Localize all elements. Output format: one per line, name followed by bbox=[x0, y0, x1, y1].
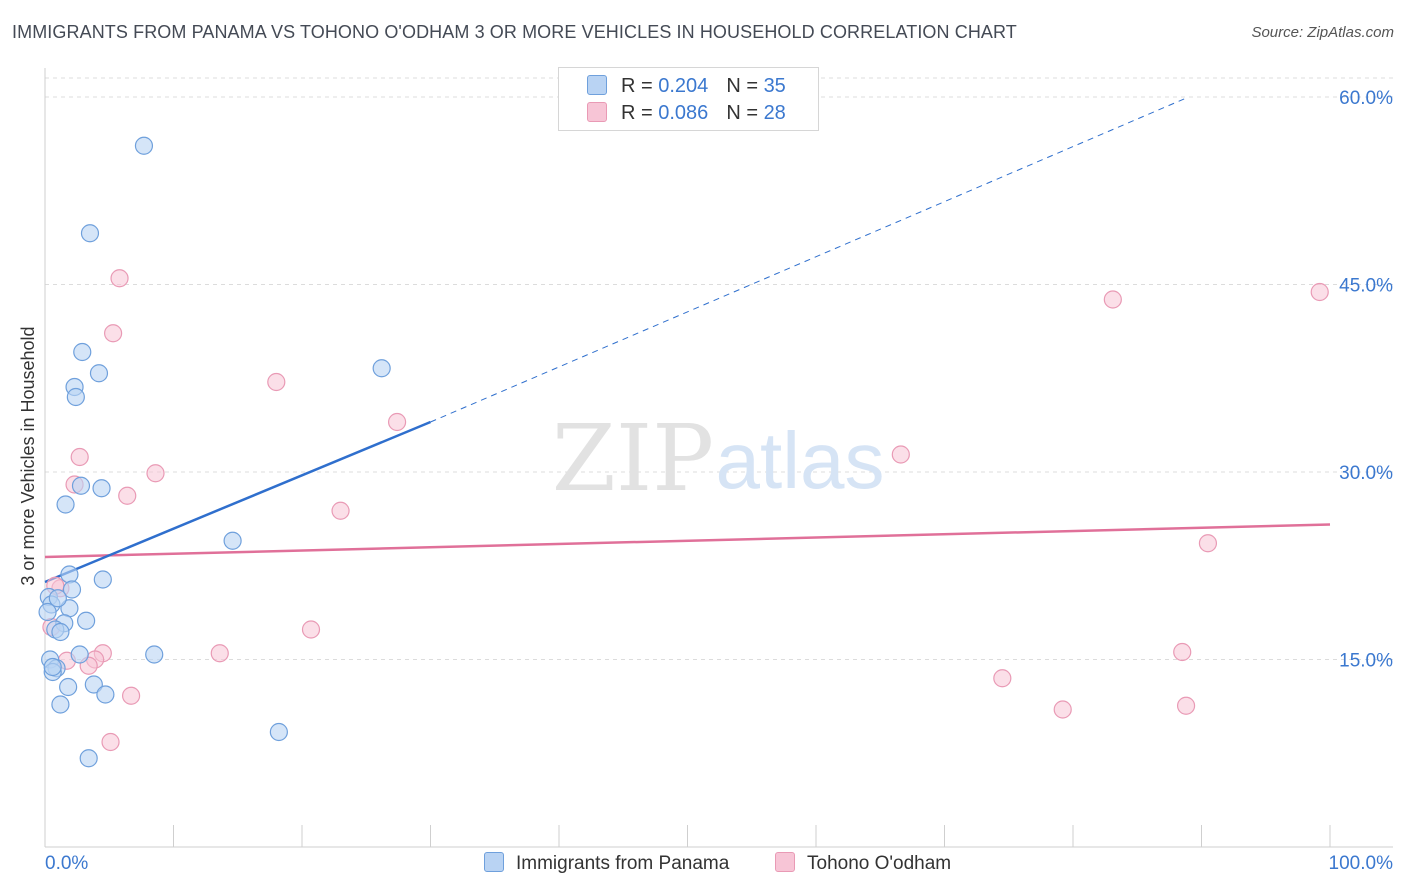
point-panama bbox=[80, 224, 100, 243]
legend-r-value: 0.086 bbox=[658, 102, 709, 124]
source-label: Source: ZipAtlas.com bbox=[1251, 24, 1394, 41]
point-tohono bbox=[146, 464, 165, 483]
legend-n-value: 35 bbox=[763, 75, 786, 97]
bottom-legend-swatch-blue bbox=[484, 852, 504, 872]
trend-lines bbox=[44, 96, 1331, 584]
point-panama bbox=[48, 589, 67, 608]
point-panama bbox=[73, 342, 92, 362]
point-tohono bbox=[891, 445, 910, 464]
point-tohono bbox=[70, 447, 89, 467]
y-tick-label: 15.0% bbox=[1339, 651, 1393, 672]
x-tick-labels: 0.0% 100.0% bbox=[45, 853, 1393, 874]
legend: R = 0.204 N = 35 R = 0.086 N = 28 bbox=[558, 67, 819, 131]
point-panama bbox=[71, 476, 91, 495]
point-panama bbox=[38, 602, 57, 622]
y-tick-labels: 15.0% 30.0% 45.0% 60.0% bbox=[1339, 88, 1393, 672]
legend-swatch-blue bbox=[587, 75, 607, 95]
point-tohono bbox=[993, 669, 1012, 688]
point-panama bbox=[43, 657, 62, 677]
gridlines bbox=[45, 77, 1393, 660]
legend-r-value: 0.204 bbox=[658, 75, 709, 97]
axes bbox=[44, 68, 1393, 848]
point-panama bbox=[134, 136, 154, 155]
legend-n-label: N = bbox=[726, 102, 764, 124]
point-tohono bbox=[1173, 642, 1192, 662]
point-tohono bbox=[210, 644, 229, 663]
bottom-legend-swatch-pink bbox=[775, 852, 795, 872]
x-tick-label-min: 0.0% bbox=[45, 853, 88, 874]
point-panama bbox=[93, 570, 112, 589]
point-panama bbox=[79, 749, 98, 768]
point-panama bbox=[56, 495, 75, 514]
y-tick-label: 45.0% bbox=[1339, 276, 1393, 297]
trend-line-tohono bbox=[44, 523, 1331, 559]
legend-row-panama: R = 0.204 N = 35 bbox=[587, 75, 786, 98]
point-panama bbox=[60, 565, 79, 584]
point-panama bbox=[51, 695, 70, 714]
legend-n-label: N = bbox=[726, 75, 764, 97]
data-points bbox=[38, 136, 1329, 768]
point-panama bbox=[89, 364, 109, 383]
point-tohono bbox=[118, 486, 137, 505]
point-tohono bbox=[1103, 290, 1122, 309]
point-panama bbox=[51, 622, 70, 642]
point-panama bbox=[66, 387, 85, 407]
bottom-legend-panama: Immigrants from Panama bbox=[484, 852, 729, 875]
point-tohono bbox=[1176, 696, 1196, 715]
legend-r-label: R = bbox=[621, 102, 659, 124]
watermark-atlas: atlas bbox=[716, 416, 885, 505]
point-panama bbox=[96, 685, 115, 704]
y-axis-label: 3 or more Vehicles in Household bbox=[18, 326, 38, 585]
y-tick-label: 60.0% bbox=[1339, 88, 1393, 109]
point-tohono bbox=[121, 686, 141, 705]
point-tohono bbox=[331, 501, 350, 520]
point-panama bbox=[223, 531, 242, 550]
point-panama bbox=[70, 645, 89, 664]
point-tohono bbox=[110, 269, 129, 288]
point-panama bbox=[92, 479, 111, 498]
trend-line-panama-extended bbox=[430, 96, 1189, 423]
point-tohono bbox=[101, 732, 120, 752]
point-panama bbox=[269, 722, 288, 742]
legend-r-label: R = bbox=[621, 75, 659, 97]
point-tohono bbox=[104, 324, 123, 343]
point-panama bbox=[59, 677, 78, 697]
trend-line-panama bbox=[44, 420, 431, 584]
point-panama bbox=[77, 611, 96, 630]
point-panama bbox=[84, 675, 103, 694]
legend-n-value: 28 bbox=[763, 102, 786, 124]
chart-title: IMMIGRANTS FROM PANAMA VS TOHONO O'ODHAM… bbox=[12, 22, 1017, 42]
point-tohono bbox=[1053, 700, 1072, 719]
point-panama bbox=[62, 580, 82, 599]
point-tohono bbox=[387, 412, 407, 432]
point-tohono bbox=[267, 372, 286, 392]
legend-row-tohono: R = 0.086 N = 28 bbox=[587, 102, 786, 125]
x-tick-label-max: 100.0% bbox=[1329, 853, 1394, 874]
legend-swatch-pink bbox=[587, 102, 607, 122]
bottom-legend-label-panama: Immigrants from Panama bbox=[516, 853, 730, 874]
watermark: ZIP atlas bbox=[552, 405, 885, 512]
bottom-legend-tohono: Tohono O'odham bbox=[775, 852, 951, 875]
point-tohono bbox=[1198, 534, 1218, 553]
point-panama bbox=[372, 359, 391, 378]
watermark-zip: ZIP bbox=[552, 405, 714, 512]
point-tohono bbox=[1310, 282, 1329, 302]
point-panama bbox=[145, 645, 164, 664]
y-tick-label: 30.0% bbox=[1339, 463, 1393, 484]
bottom-legend-label-tohono: Tohono O'odham bbox=[807, 853, 952, 874]
point-tohono bbox=[301, 620, 321, 639]
